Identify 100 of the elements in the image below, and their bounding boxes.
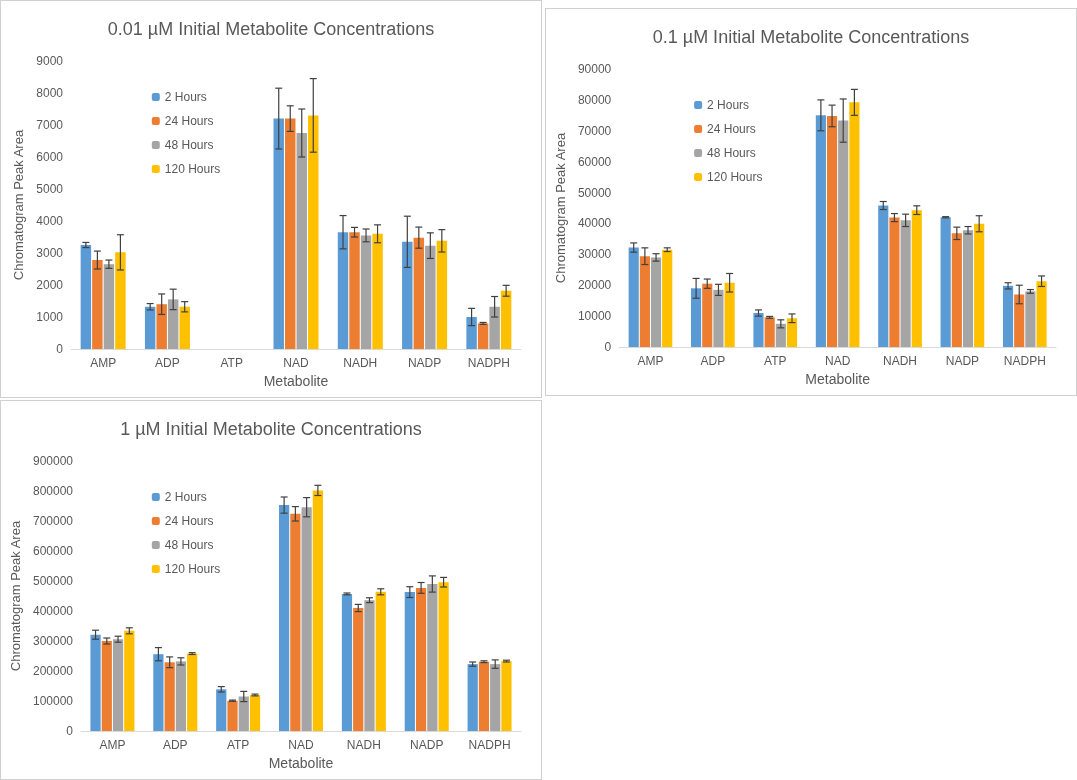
y-tick-label: 7000: [36, 118, 64, 132]
bar: [156, 304, 167, 349]
y-tick-label: 60000: [577, 154, 612, 169]
bar: [402, 241, 413, 349]
x-tick-label: ADP: [700, 354, 726, 368]
y-tick-label: 80000: [577, 92, 612, 107]
x-tick-label: NAD: [288, 738, 314, 752]
bar: [467, 664, 478, 731]
y-tick-label: 600000: [32, 544, 74, 558]
bar: [501, 661, 512, 731]
bar: [466, 317, 477, 349]
x-tick-label: NADP: [945, 354, 980, 368]
bar: [249, 695, 261, 731]
bar: [951, 233, 962, 347]
bar: [639, 256, 650, 347]
bar: [216, 689, 227, 731]
bar: [628, 247, 639, 347]
legend-label: 2 Hours: [164, 490, 207, 504]
bar: [1036, 281, 1047, 347]
bar: [1025, 291, 1036, 347]
x-tick-label: NADPH: [467, 356, 510, 370]
bar: [341, 593, 353, 731]
bar: [80, 245, 92, 349]
bar: [187, 653, 198, 731]
bar: [662, 249, 673, 347]
x-tick-label: NADPH: [468, 738, 511, 752]
bar: [337, 232, 349, 349]
chart-title: 1 µM Initial Metabolite Concentrations: [120, 419, 422, 439]
bar: [308, 115, 319, 349]
bar: [650, 257, 662, 347]
y-tick-label: 70000: [577, 123, 612, 138]
bar: [1014, 294, 1025, 347]
legend-label: 120 Hours: [164, 162, 221, 176]
x-tick-label: ATP: [220, 356, 243, 370]
x-axis-title: Metabolite: [263, 373, 329, 389]
bar: [115, 252, 126, 349]
bar: [500, 290, 512, 349]
legend-label: 120 Hours: [707, 170, 763, 184]
bar: [413, 237, 425, 349]
x-tick-label: ATP: [226, 738, 250, 752]
bar: [478, 661, 490, 731]
y-tick-label: 0: [66, 724, 74, 738]
x-tick-label: AMP: [99, 738, 126, 752]
bar: [815, 115, 826, 347]
bar: [974, 223, 985, 347]
bar: [404, 592, 415, 731]
y-tick-label: 100000: [32, 694, 74, 708]
bar: [436, 240, 448, 349]
bar: [775, 323, 786, 347]
y-tick-label: 700000: [32, 514, 74, 528]
y-tick-label: 6000: [36, 150, 64, 164]
x-tick-label: ATP: [764, 354, 787, 368]
bar: [438, 582, 449, 731]
legend-label: 48 Hours: [164, 138, 214, 152]
chart-title: 0.01 µM Initial Metabolite Concentrations: [107, 19, 435, 39]
y-tick-label: 0: [604, 340, 612, 354]
x-axis-title: Metabolite: [805, 371, 871, 387]
bar: [477, 323, 489, 349]
bar: [911, 210, 922, 347]
bar: [364, 600, 375, 731]
bar: [296, 133, 307, 349]
bar: [753, 313, 764, 347]
y-tick-label: 400000: [32, 604, 74, 618]
x-tick-label: NADH: [343, 356, 378, 370]
y-axis-title: Chromatogram Peak Area: [8, 520, 24, 672]
bar: [838, 120, 849, 347]
y-tick-label: 900000: [32, 454, 74, 468]
bar: [124, 630, 135, 731]
y-tick-label: 4000: [36, 214, 64, 228]
y-tick-label: 40000: [577, 216, 612, 231]
x-tick-label: NADP: [407, 356, 442, 370]
bar: [312, 490, 323, 731]
bar: [489, 306, 500, 349]
bar: [425, 245, 436, 349]
bar: [962, 230, 974, 347]
bar: [279, 505, 290, 731]
bar: [290, 513, 301, 731]
x-tick-label: NADH: [346, 738, 381, 752]
bar: [878, 205, 889, 347]
bar: [349, 232, 360, 349]
legend-label: 24 Hours: [164, 514, 214, 528]
legend-label: 48 Hours: [164, 538, 214, 552]
y-tick-label: 5000: [36, 182, 64, 196]
bar: [112, 639, 124, 731]
bar: [375, 591, 386, 731]
x-tick-label: ADP: [162, 738, 188, 752]
y-tick-label: 200000: [32, 664, 74, 678]
bar: [238, 696, 249, 731]
y-tick-label: 1000: [36, 310, 64, 324]
bar: [273, 118, 284, 349]
y-tick-label: 500000: [32, 574, 74, 588]
bar: [360, 235, 372, 349]
bar: [786, 318, 798, 347]
legend-label: 120 Hours: [164, 562, 221, 576]
bar: [713, 289, 724, 347]
legend-label: 24 Hours: [164, 114, 214, 128]
y-tick-label: 50000: [577, 185, 612, 200]
bar: [900, 220, 911, 347]
bar: [144, 306, 156, 349]
bar: [691, 288, 702, 347]
